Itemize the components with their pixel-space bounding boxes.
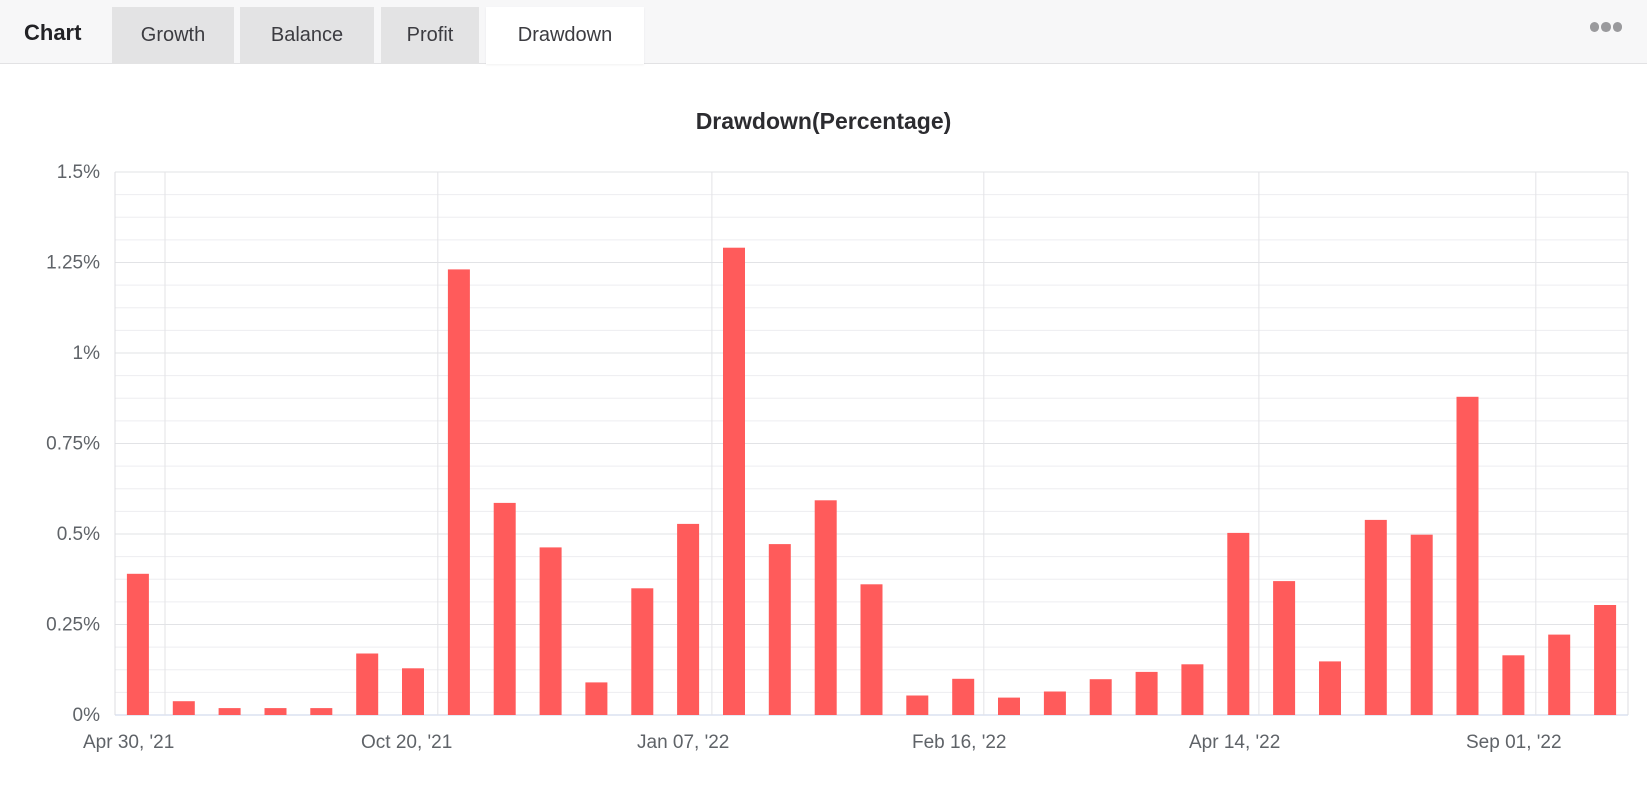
svg-text:Feb 16, '22: Feb 16, '22 [912,732,1006,753]
svg-text:0.5%: 0.5% [57,524,100,545]
svg-text:0.25%: 0.25% [46,615,100,636]
svg-text:1.25%: 1.25% [46,253,100,274]
svg-text:0.75%: 0.75% [46,434,100,455]
svg-text:Oct 20, '21: Oct 20, '21 [361,732,452,753]
svg-text:Apr 30, '21: Apr 30, '21 [83,732,174,753]
svg-text:0%: 0% [73,705,101,726]
svg-text:Jan 07, '22: Jan 07, '22 [637,732,729,753]
svg-text:1%: 1% [73,343,101,364]
svg-text:Apr 14, '22: Apr 14, '22 [1189,732,1280,753]
svg-text:Sep 01, '22: Sep 01, '22 [1466,732,1562,753]
svg-text:1.5%: 1.5% [57,162,100,183]
